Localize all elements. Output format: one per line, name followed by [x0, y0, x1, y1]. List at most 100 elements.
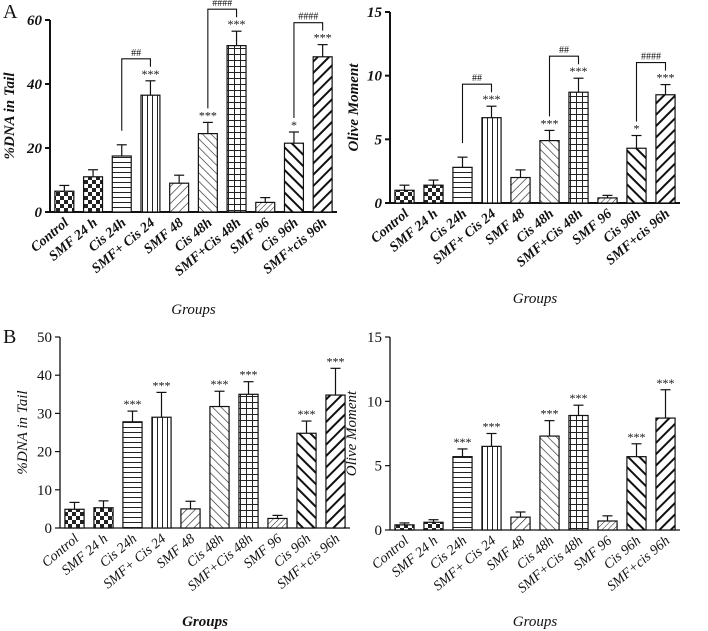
y-tick-label: 0	[375, 523, 383, 539]
bar	[655, 94, 676, 204]
y-axis-label: Olive Moment	[346, 63, 362, 152]
significance-star: ***	[570, 64, 588, 78]
y-axis-label: Olive Moment	[344, 390, 360, 476]
significance-star: ***	[657, 71, 675, 85]
y-tick-label: 10	[367, 394, 382, 410]
x-axis-label: Groups	[171, 302, 216, 318]
bar	[510, 516, 531, 531]
bar	[111, 155, 132, 213]
bar	[423, 184, 444, 204]
bar	[64, 508, 85, 529]
comparison-bracket	[548, 55, 580, 117]
y-tick-label: 10	[367, 69, 383, 85]
comparison-bracket	[207, 8, 238, 109]
bar	[539, 435, 560, 531]
bar	[568, 414, 589, 531]
significance-star: ***	[314, 31, 332, 45]
bar	[394, 189, 415, 204]
comparison-bracket	[461, 83, 493, 144]
y-tick-label: 15	[367, 330, 382, 346]
y-tick-label: 20	[37, 445, 52, 461]
x-axis-label: Groups	[182, 614, 228, 630]
bar	[423, 521, 444, 531]
bar	[597, 197, 618, 204]
y-tick-label: 5	[375, 459, 383, 475]
significance-star: ***	[211, 377, 229, 391]
y-axis-label: %DNA in Tail	[2, 72, 18, 160]
y-tick-label: 0	[375, 196, 383, 212]
y-tick-label: 15	[367, 5, 383, 21]
x-axis-label: Groups	[513, 614, 558, 630]
y-axis-label: %DNA in Tail	[15, 390, 31, 474]
bracket-label: ##	[131, 48, 141, 59]
bracket-label: ####	[641, 52, 661, 63]
bar	[180, 508, 201, 529]
significance-star: ***	[228, 17, 246, 31]
significance-star: *	[634, 122, 640, 136]
y-tick-label: 10	[37, 483, 52, 499]
significance-star: ***	[153, 378, 171, 392]
bar	[122, 421, 143, 529]
y-tick-label: 30	[37, 406, 52, 422]
significance-star: ***	[141, 67, 159, 81]
significance-star: ***	[199, 108, 217, 122]
panel-label-a: A	[3, 1, 18, 23]
bar	[481, 117, 502, 204]
bar	[325, 394, 346, 529]
bar	[568, 91, 589, 204]
significance-star: ***	[483, 92, 501, 106]
bar	[169, 182, 190, 213]
bar	[140, 94, 161, 213]
significance-star: *	[291, 118, 297, 132]
bar	[626, 147, 647, 204]
y-tick-label: 0	[35, 205, 43, 221]
y-tick-label: 40	[37, 368, 52, 384]
bar	[452, 166, 473, 204]
significance-star: ***	[541, 116, 559, 130]
comparison-bracket	[293, 22, 324, 118]
significance-star: ***	[628, 430, 646, 444]
significance-star: ***	[483, 420, 501, 434]
comparison-bracket	[121, 58, 151, 131]
bar	[209, 405, 230, 529]
significance-star: ***	[124, 397, 142, 411]
x-axis-label: Groups	[513, 291, 558, 307]
bracket-label: ##	[472, 73, 482, 84]
bar	[510, 176, 531, 204]
significance-star: ***	[298, 407, 316, 421]
bar	[93, 507, 114, 529]
bar	[151, 416, 172, 529]
bar	[626, 456, 647, 531]
bar	[197, 133, 218, 213]
comparison-bracket	[635, 62, 667, 122]
bar	[539, 140, 560, 204]
y-tick-label: 50	[37, 330, 52, 346]
significance-star: ***	[240, 368, 258, 382]
bar	[296, 432, 317, 529]
bar	[238, 393, 259, 529]
y-tick-label: 0	[45, 521, 53, 537]
bar	[267, 517, 288, 529]
significance-star: ***	[454, 435, 472, 449]
significance-star: ***	[541, 407, 559, 421]
significance-star: ***	[327, 354, 345, 368]
bar	[255, 201, 276, 213]
bar	[82, 176, 104, 213]
panel-label-b: B	[3, 326, 16, 348]
bar	[54, 190, 75, 213]
y-tick-label: 20	[26, 141, 43, 157]
y-tick-label: 5	[375, 132, 383, 148]
bar	[394, 524, 415, 531]
bar	[226, 44, 247, 213]
bracket-label: ####	[212, 0, 232, 9]
y-tick-label: 40	[26, 77, 43, 93]
bar	[481, 445, 502, 531]
bracket-label: ####	[298, 12, 318, 23]
bracket-label: ##	[559, 45, 569, 56]
bar	[312, 56, 333, 213]
